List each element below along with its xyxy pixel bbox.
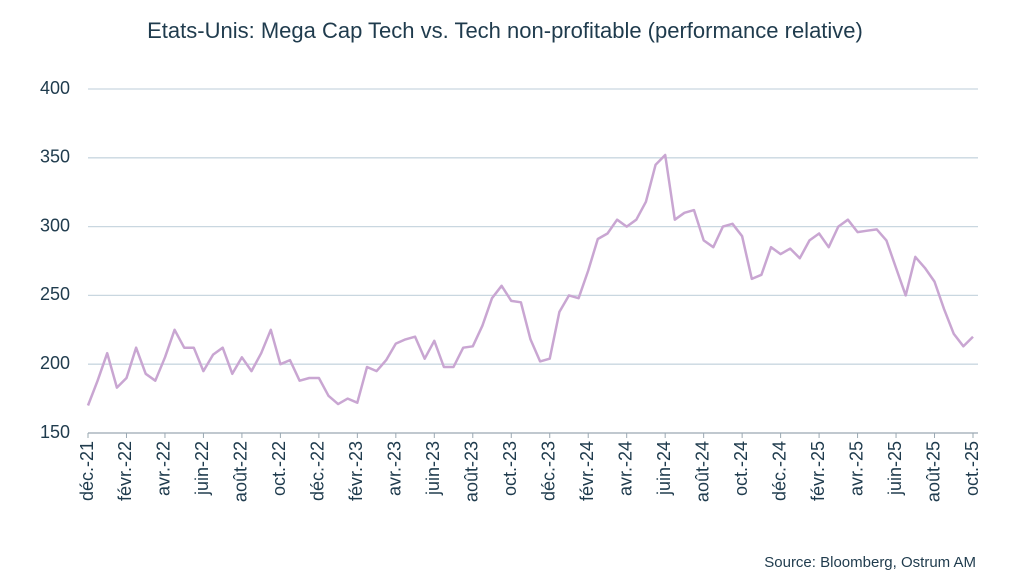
x-tick-label: avr.-25 [846, 441, 866, 496]
x-tick-label: févr.-25 [808, 441, 828, 501]
x-tick-label: oct.-23 [500, 441, 520, 496]
x-tick-label: déc.-24 [769, 441, 789, 501]
x-tick-label: juin-24 [654, 441, 674, 496]
x-tick-label: oct.-25 [962, 441, 982, 496]
x-tick-label: avr.-22 [154, 441, 174, 496]
y-tick-label: 350 [40, 147, 70, 167]
x-tick-label: août-23 [462, 441, 482, 502]
y-tick-label: 250 [40, 284, 70, 304]
x-tick-label: juin-25 [885, 441, 905, 496]
x-tick-label: déc.-22 [308, 441, 328, 501]
data-line [86, 153, 974, 406]
x-tick-label: août-24 [692, 441, 712, 502]
x-tick-label: déc.-23 [538, 441, 558, 501]
x-tick-label: févr.-24 [577, 441, 597, 501]
x-tick-label: juin-22 [192, 441, 212, 496]
x-tick-label: avr.-24 [615, 441, 635, 496]
x-tick-label: déc.-21 [77, 441, 97, 501]
x-tick-label: oct.-22 [269, 441, 289, 496]
x-tick-label: févr.-22 [115, 441, 135, 501]
y-tick-label: 300 [40, 215, 70, 235]
x-tick-label: avr.-23 [385, 441, 405, 496]
x-tick-label: févr.-23 [346, 441, 366, 501]
x-tick-label: août-25 [923, 441, 943, 502]
y-tick-label: 150 [40, 422, 70, 442]
y-tick-label: 400 [40, 78, 70, 98]
chart-title: Etats-Unis: Mega Cap Tech vs. Tech non-p… [147, 18, 863, 43]
source-note: Source: Bloomberg, Ostrum AM [764, 554, 976, 571]
x-tick-label: juin-23 [423, 441, 443, 496]
x-tick-label: août-22 [231, 441, 251, 502]
y-tick-label: 200 [40, 353, 70, 373]
x-tick-label: oct.-24 [731, 441, 751, 496]
